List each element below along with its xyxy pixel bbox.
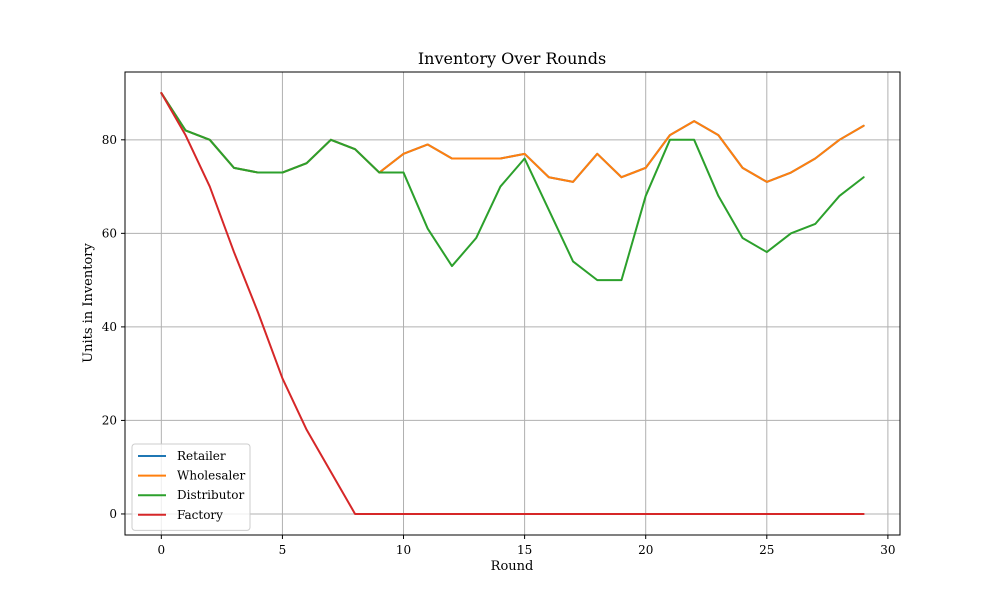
x-tick-label: 20 bbox=[638, 543, 653, 557]
legend-label-retailer: Retailer bbox=[177, 449, 226, 463]
series-line-distributor bbox=[160, 92, 865, 282]
x-tick-label: 30 bbox=[880, 543, 895, 557]
legend: Retailer Wholesaler Distributor Factory bbox=[131, 443, 251, 531]
x-axis-ticks: 0 5 10 15 20 25 30 bbox=[158, 535, 896, 557]
x-tick-label: 25 bbox=[759, 543, 774, 557]
x-tick-label: 15 bbox=[517, 543, 532, 557]
x-axis-label: Round bbox=[491, 559, 534, 574]
legend-label-wholesaler: Wholesaler bbox=[177, 469, 245, 483]
y-tick-label: 60 bbox=[102, 226, 117, 240]
y-tick-label: 0 bbox=[109, 507, 117, 521]
y-tick-label: 20 bbox=[102, 413, 117, 427]
x-tick-label: 0 bbox=[158, 543, 166, 557]
y-axis-label: Units in Inventory bbox=[81, 242, 96, 362]
legend-frame bbox=[131, 443, 251, 531]
chart-title: Inventory Over Rounds bbox=[418, 49, 606, 68]
y-tick-label: 40 bbox=[102, 320, 117, 334]
plot-area-frame bbox=[124, 71, 901, 536]
series-lines bbox=[160, 92, 865, 515]
grid bbox=[125, 72, 900, 535]
x-tick-label: 10 bbox=[396, 543, 411, 557]
legend-label-distributor: Distributor bbox=[177, 488, 244, 502]
series-line-factory bbox=[160, 92, 865, 515]
y-tick-label: 80 bbox=[102, 133, 117, 147]
legend-label-factory: Factory bbox=[177, 508, 223, 522]
x-tick-label: 5 bbox=[279, 543, 287, 557]
y-axis-ticks: 0 20 40 60 80 bbox=[102, 133, 125, 521]
